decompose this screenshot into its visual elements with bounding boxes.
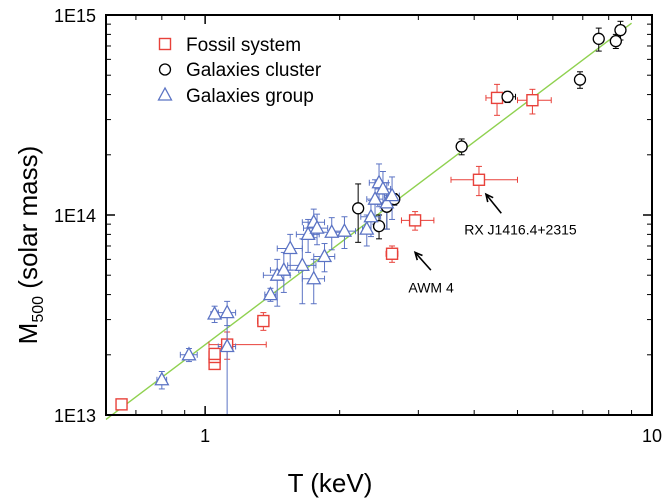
- data-point-group: [384, 187, 400, 202]
- data-point-group: [154, 371, 170, 386]
- data-point-group: [363, 208, 379, 223]
- annotation-label: RX J1416.4+2315: [464, 221, 577, 237]
- data-point-fossil: [472, 173, 486, 186]
- data-point-group: [336, 222, 353, 237]
- data-point-cluster: [592, 32, 605, 45]
- legend-marker-cluster: [158, 63, 172, 76]
- data-point-group: [306, 270, 322, 285]
- data-point-cluster: [609, 35, 622, 48]
- data-point-group: [262, 286, 279, 301]
- legend-symbol-cluster: [158, 63, 172, 76]
- legend-label-group: Galaxies group: [186, 86, 314, 107]
- data-point-fossil: [115, 398, 128, 411]
- legend-symbol-fossil: [158, 37, 172, 51]
- annotation-arrow-head: [484, 192, 494, 203]
- data-point-fossil: [385, 247, 399, 260]
- x-tick-label: 1: [200, 426, 210, 446]
- legend-marker-group: [157, 86, 173, 101]
- data-point-cluster: [455, 140, 468, 153]
- data-point-group: [294, 256, 310, 272]
- annotations-layer: RX J1416.4+2315 AWM 4: [408, 192, 577, 295]
- data-point-cluster: [573, 73, 587, 86]
- data-point-group: [181, 346, 197, 361]
- y-axis-label-main: M: [13, 323, 43, 345]
- y-axis-label: M500 (solar mass): [13, 146, 47, 345]
- data-point-cluster: [614, 23, 627, 37]
- data-point-fossil: [526, 93, 539, 107]
- data-point-fossil: [257, 314, 270, 328]
- x-tick-label: 10: [642, 426, 662, 446]
- data-point-cluster: [352, 202, 365, 215]
- legend-marker-fossil: [158, 37, 172, 51]
- data-point-group: [219, 338, 235, 353]
- annotation-arrow-shaft: [485, 193, 502, 214]
- y-axis-label-rest: (solar mass): [13, 146, 43, 296]
- y-axis-label-sub: 500: [30, 296, 47, 323]
- data-point-fossil: [408, 214, 422, 227]
- data-point-group: [375, 180, 391, 195]
- markers-layer: [115, 23, 627, 411]
- legend: Fossil system Galaxies cluster Galaxies …: [157, 35, 322, 107]
- annotation-arrow-shaft: [414, 251, 432, 271]
- x-axis-label: T (keV): [288, 468, 373, 498]
- legend-label-fossil: Fossil system: [186, 35, 301, 56]
- data-point-cluster: [372, 219, 386, 233]
- y-tick-label: 1E15: [54, 6, 96, 26]
- data-point-group: [207, 305, 223, 320]
- data-point-fossil: [490, 91, 504, 105]
- data-point-group: [219, 304, 235, 319]
- data-point-group: [324, 223, 340, 238]
- annotation-label: AWM 4: [408, 279, 454, 295]
- data-point-group: [316, 248, 333, 263]
- data-point-group: [359, 220, 375, 235]
- y-tick-label: 1E13: [54, 406, 96, 426]
- data-point-cluster: [501, 90, 514, 103]
- legend-label-cluster: Galaxies cluster: [186, 60, 322, 81]
- legend-symbol-group: [157, 86, 173, 101]
- data-point-group: [282, 240, 298, 255]
- y-tick-label: 1E14: [54, 206, 96, 226]
- data-point-fossil: [208, 347, 221, 361]
- data-point-group: [379, 194, 395, 209]
- data-point-group: [367, 190, 383, 205]
- ticks-layer: 1 10 1E13 1E14 1E15: [54, 6, 662, 446]
- data-point-group: [276, 261, 292, 276]
- data-point-group: [309, 219, 325, 234]
- annotation-arrow-head: [413, 251, 423, 261]
